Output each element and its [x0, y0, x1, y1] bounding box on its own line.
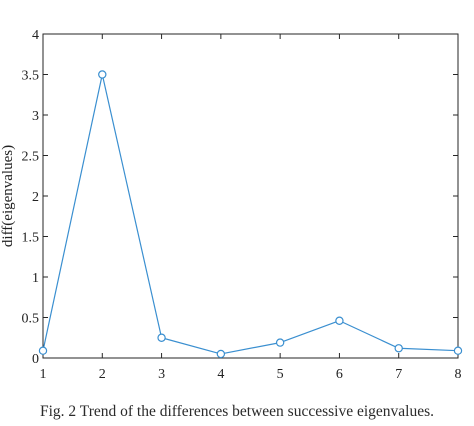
x-tick-label: 6: [336, 367, 343, 382]
tick-marks: [42, 33, 459, 359]
y-tick-label: 0: [32, 352, 39, 367]
x-tick-label: 4: [217, 367, 224, 382]
data-point-marker: [453, 346, 463, 355]
y-tick-label: 1: [32, 271, 39, 286]
y-axis-label: diff(eigenvalues): [0, 145, 16, 247]
tick-labels: 1 2 3 4 5 6 7 8 0 0.5 1 1.5 2 2.5 3 3.5 4: [22, 28, 462, 382]
x-tick-label: 3: [158, 367, 165, 382]
data-point-marker: [394, 344, 403, 353]
figure-caption: Fig. 2 Trend of the differences between …: [40, 403, 434, 420]
y-tick-label: 0.5: [22, 312, 40, 327]
data-series: [38, 70, 463, 359]
y-tick-label: 3: [32, 109, 39, 124]
series-line: [42, 73, 459, 355]
data-point-marker: [335, 316, 344, 325]
y-tick-label: 4: [32, 28, 39, 43]
x-tick-label: 5: [277, 367, 284, 382]
axes-frame: [42, 33, 459, 359]
data-point-marker: [98, 70, 107, 79]
y-tick-label: 1.5: [22, 231, 40, 246]
x-tick-label: 1: [40, 367, 47, 382]
x-tick-label: 7: [395, 367, 402, 382]
y-tick-label: 3.5: [22, 69, 40, 84]
data-point-marker: [157, 333, 166, 342]
data-point-marker: [216, 349, 226, 359]
x-tick-label: 2: [99, 367, 106, 382]
y-tick-label: 2: [32, 190, 39, 205]
y-tick-label: 2.5: [22, 150, 40, 165]
data-point-marker: [38, 346, 48, 355]
data-point-marker: [275, 338, 285, 347]
x-tick-label: 8: [455, 367, 462, 382]
plot-box: [42, 33, 459, 359]
